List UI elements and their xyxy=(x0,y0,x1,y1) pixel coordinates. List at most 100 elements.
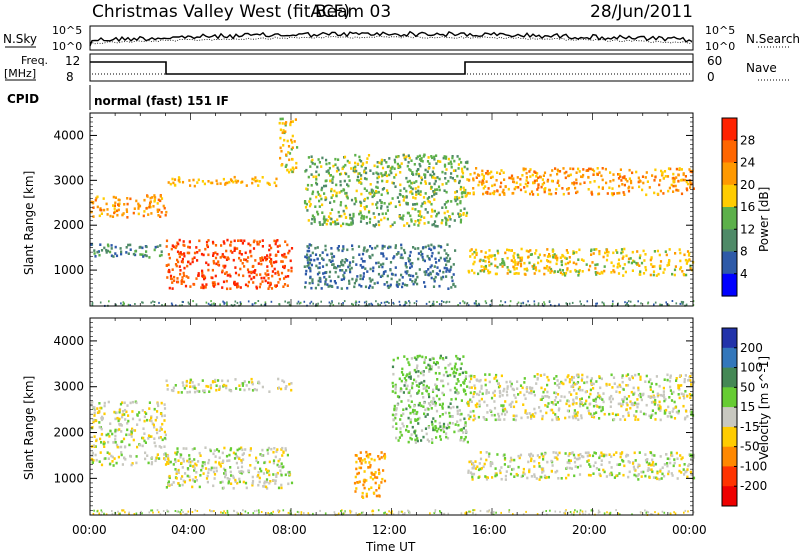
data-cell xyxy=(246,268,250,271)
data-cell xyxy=(441,219,444,222)
data-cell xyxy=(596,173,599,176)
data-cell xyxy=(93,419,97,423)
data-cell xyxy=(523,472,526,476)
data-cell xyxy=(331,301,333,304)
data-cell xyxy=(95,419,98,423)
data-cell xyxy=(444,366,447,370)
data-cell xyxy=(554,396,558,399)
data-cell xyxy=(497,415,501,418)
data-cell xyxy=(163,453,166,456)
data-cell xyxy=(273,239,276,243)
data-cell xyxy=(543,254,546,257)
data-cell xyxy=(390,277,393,281)
data-cell xyxy=(462,426,465,430)
data-cell xyxy=(344,204,347,208)
data-cell xyxy=(310,244,313,247)
data-cell xyxy=(330,217,333,221)
data-cell xyxy=(625,453,628,457)
data-cell xyxy=(477,393,481,397)
data-cell xyxy=(469,410,472,414)
data-cell xyxy=(386,217,389,221)
data-cell xyxy=(451,156,454,160)
data-cell xyxy=(344,163,347,167)
data-cell xyxy=(290,266,293,270)
data-cell xyxy=(436,225,439,228)
data-cell xyxy=(677,393,680,396)
data-cell xyxy=(598,272,601,275)
data-cell xyxy=(228,477,231,481)
data-cell xyxy=(589,264,592,268)
data-cell xyxy=(207,471,210,474)
data-cell xyxy=(376,281,379,285)
data-cell xyxy=(513,272,516,275)
data-cell xyxy=(538,269,541,273)
data-cell xyxy=(477,272,480,276)
data-cell xyxy=(652,400,655,404)
data-cell xyxy=(394,383,397,387)
data-cell xyxy=(274,260,277,264)
data-cell xyxy=(428,440,431,443)
data-cell xyxy=(441,206,444,209)
data-cell xyxy=(494,257,497,261)
data-cell xyxy=(423,401,426,405)
data-cell xyxy=(120,250,123,254)
data-cell xyxy=(656,249,659,253)
data-cell xyxy=(667,189,670,193)
data-cell xyxy=(435,409,439,413)
data-cell xyxy=(474,302,476,305)
data-cell xyxy=(412,274,415,278)
data-cell xyxy=(105,202,108,206)
data-cell xyxy=(575,396,578,400)
power-x-minor-ticks xyxy=(89,113,694,306)
data-cell xyxy=(416,275,419,279)
data-cell xyxy=(383,202,386,205)
data-cell xyxy=(342,245,345,248)
data-cell xyxy=(196,259,199,262)
data-cell xyxy=(665,408,668,412)
data-cell xyxy=(405,428,408,432)
data-cell xyxy=(578,269,581,272)
data-cell xyxy=(356,275,359,278)
data-cell xyxy=(467,471,470,474)
data-cell xyxy=(363,206,366,209)
data-cell xyxy=(475,405,478,409)
data-cell xyxy=(201,461,204,464)
data-cell xyxy=(335,183,338,187)
data-cell xyxy=(448,300,451,303)
data-cell xyxy=(568,461,571,465)
data-cell xyxy=(168,476,171,480)
data-cell xyxy=(566,461,569,464)
data-cell xyxy=(272,459,276,462)
data-cell xyxy=(465,214,468,217)
data-cell xyxy=(375,300,377,303)
data-cell xyxy=(159,199,162,203)
data-cell xyxy=(649,451,653,455)
data-cell xyxy=(335,222,338,226)
data-cell xyxy=(288,158,291,162)
data-cell xyxy=(392,385,395,388)
data-cell xyxy=(686,182,690,186)
data-cell xyxy=(601,186,604,189)
data-cell xyxy=(193,251,197,255)
data-cell xyxy=(394,416,397,420)
data-cell xyxy=(543,303,546,306)
data-cell xyxy=(453,375,456,378)
data-cell xyxy=(601,167,604,170)
data-cell xyxy=(621,374,624,377)
data-cell xyxy=(147,437,150,440)
data-cell xyxy=(342,165,345,169)
data-cell xyxy=(661,303,663,306)
data-cell xyxy=(602,454,606,458)
data-cell xyxy=(260,262,263,266)
data-cell xyxy=(642,272,646,275)
data-cell xyxy=(533,170,536,173)
data-cell xyxy=(411,187,414,191)
data-cell xyxy=(343,212,346,216)
data-cell xyxy=(160,401,163,405)
data-cell xyxy=(624,301,626,304)
data-cell xyxy=(359,466,363,470)
data-cell xyxy=(688,393,691,396)
data-cell xyxy=(531,173,534,177)
data-cell xyxy=(133,513,136,515)
data-cell xyxy=(328,166,331,170)
